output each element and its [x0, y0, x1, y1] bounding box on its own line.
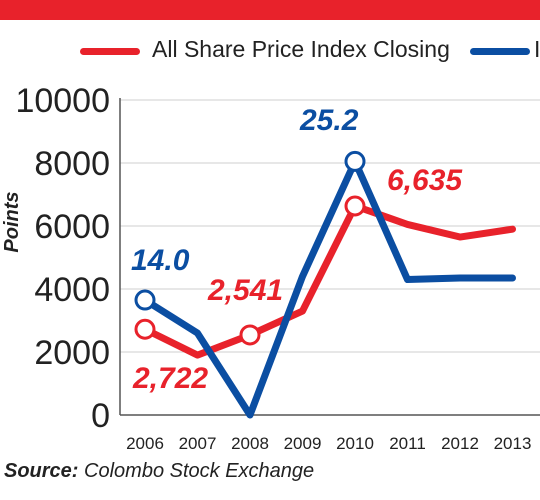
series-marker-1 [134, 318, 156, 340]
series-marker-2 [134, 289, 156, 311]
legend-label-2: I [534, 36, 540, 62]
y-axis-title: Points [1, 191, 23, 252]
y-tick-label: 10000 [15, 82, 110, 120]
line-chart: 0 2000 4000 6000 8000 10000 Points 2006 2007 2008… [1, 82, 540, 453]
series-marker-1 [344, 195, 366, 217]
y-tick-label: 6000 [34, 208, 110, 246]
data-label: 6,635 [387, 164, 463, 197]
y-tick-label: 4000 [34, 271, 110, 309]
x-tick-label: 2009 [284, 434, 322, 453]
source-prefix: Source: [4, 460, 79, 482]
data-label: 2,541 [207, 274, 283, 307]
series-line-2 [141, 157, 516, 419]
x-tick-label: 2006 [126, 434, 164, 453]
legend-swatch-red [80, 48, 140, 55]
data-label: 14.0 [131, 244, 190, 277]
x-tick-label: 2007 [179, 434, 217, 453]
source-note: Source: Colombo Stock Exchange [4, 460, 314, 483]
y-tick-label: 8000 [34, 145, 110, 183]
y-tick-label: 2000 [34, 334, 110, 372]
x-tick-label: 2008 [231, 434, 269, 453]
data-label: 25.2 [299, 104, 359, 137]
x-tick-label: 2012 [441, 434, 479, 453]
legend-swatch-blue [470, 48, 530, 55]
x-tick-label: 2010 [336, 434, 374, 453]
data-label: 2,722 [132, 362, 208, 395]
x-tick-label: 2013 [494, 434, 532, 453]
legend-label-1: All Share Price Index Closing [152, 36, 450, 62]
series-marker-1 [239, 324, 261, 346]
top-red-bar [0, 0, 540, 20]
x-tick-label: 2011 [389, 434, 426, 453]
y-tick-label: 0 [91, 397, 110, 435]
source-text: Colombo Stock Exchange [78, 460, 315, 482]
series-marker-2 [344, 150, 366, 172]
legend: All Share Price Index Closing I [0, 36, 540, 66]
